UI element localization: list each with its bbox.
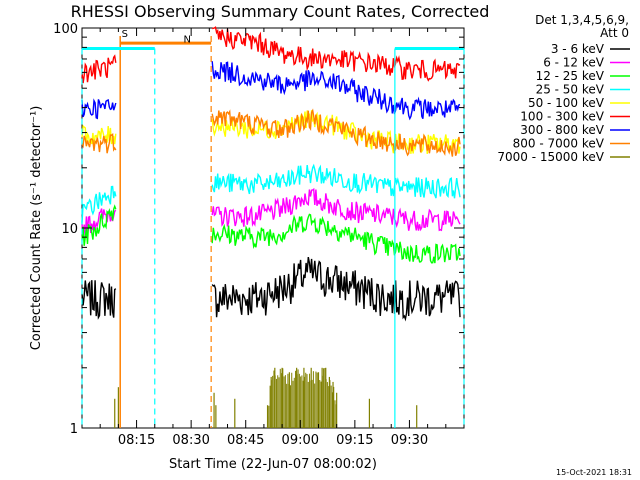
legend-item: 6 - 12 keV (543, 56, 630, 70)
legend-label: 50 - 100 keV (528, 96, 605, 110)
x-tick-label: 09:30 (391, 433, 428, 448)
legend-label: 6 - 12 keV (543, 56, 605, 70)
series-line-segment-1 (211, 187, 461, 232)
series-line-segment-0 (81, 133, 117, 154)
series-line-segment-0 (81, 98, 117, 120)
x-tick-label: 09:00 (282, 433, 319, 448)
series-line-segment-1 (211, 213, 461, 264)
x-axis-label: Start Time (22-Jun-07 08:00:02) (169, 457, 377, 472)
axis-layer: 08:15 08:30 08:45 09:00 09:15 09:30 1 10 100 (53, 22, 464, 448)
legend-item: 100 - 300 keV (520, 110, 630, 124)
legend-header-line-1: Det 1,3,4,5,6,9, (535, 13, 629, 27)
y-tick-label: 10 (61, 222, 78, 237)
series-line-segment-0 (81, 204, 117, 246)
legend-item: 800 - 7000 keV (513, 137, 630, 151)
series-7 (81, 108, 461, 157)
timestamp: 15-Oct-2021 18:31 (556, 468, 632, 477)
legend-label: 800 - 7000 keV (513, 137, 605, 151)
annotation-n: N (184, 34, 191, 45)
series-6 (81, 61, 461, 121)
legend-item: 300 - 800 keV (520, 123, 630, 137)
legend-label: 300 - 800 keV (520, 123, 604, 137)
annotation-s: S (122, 29, 128, 40)
legend-label: 3 - 6 keV (551, 42, 605, 56)
x-tick-label: 08:30 (172, 433, 209, 448)
series-layer (81, 26, 461, 428)
x-tick-label: 08:45 (227, 433, 264, 448)
legend-item: 50 - 100 keV (528, 96, 630, 110)
series-2 (81, 204, 461, 264)
series-line-segment-0 (81, 280, 117, 320)
y-axis-label: Corrected Count Rate (s⁻¹ detector⁻¹) (29, 106, 44, 351)
series-3 (81, 163, 461, 223)
legend-header-line-2: Att 0 (600, 26, 629, 40)
legend-item: 7000 - 15000 keV (497, 150, 630, 164)
series-line-segment-1 (211, 163, 461, 199)
y-tick-label: 1 (70, 422, 78, 437)
series-line-segment-1 (211, 108, 461, 157)
legend-label: 100 - 300 keV (520, 110, 604, 124)
x-tick-label: 09:15 (336, 433, 373, 448)
legend-item: 12 - 25 keV (536, 69, 630, 83)
series-line-segment-1 (211, 256, 461, 322)
legend-item: 3 - 6 keV (551, 42, 630, 56)
series-5 (81, 26, 461, 84)
series-8 (114, 367, 418, 428)
series-line-segment-0 (81, 124, 117, 147)
plot-frame (81, 27, 465, 429)
legend-label: 7000 - 15000 keV (497, 150, 604, 164)
x-tick-label: 08:15 (118, 433, 155, 448)
series-line-segment-0 (81, 54, 117, 84)
series-line-segment-0 (81, 185, 117, 223)
series-0 (81, 256, 461, 322)
y-tick-label: 100 (53, 22, 78, 37)
legend-item: 25 - 50 keV (536, 83, 630, 97)
series-line-segment-1 (212, 26, 461, 82)
legend-label: 12 - 25 keV (536, 69, 605, 83)
legend-label: 25 - 50 keV (536, 83, 605, 97)
chart-title: RHESSI Observing Summary Count Rates, Co… (71, 2, 490, 21)
series-1 (81, 187, 461, 237)
series-line-segment-1 (211, 61, 461, 121)
